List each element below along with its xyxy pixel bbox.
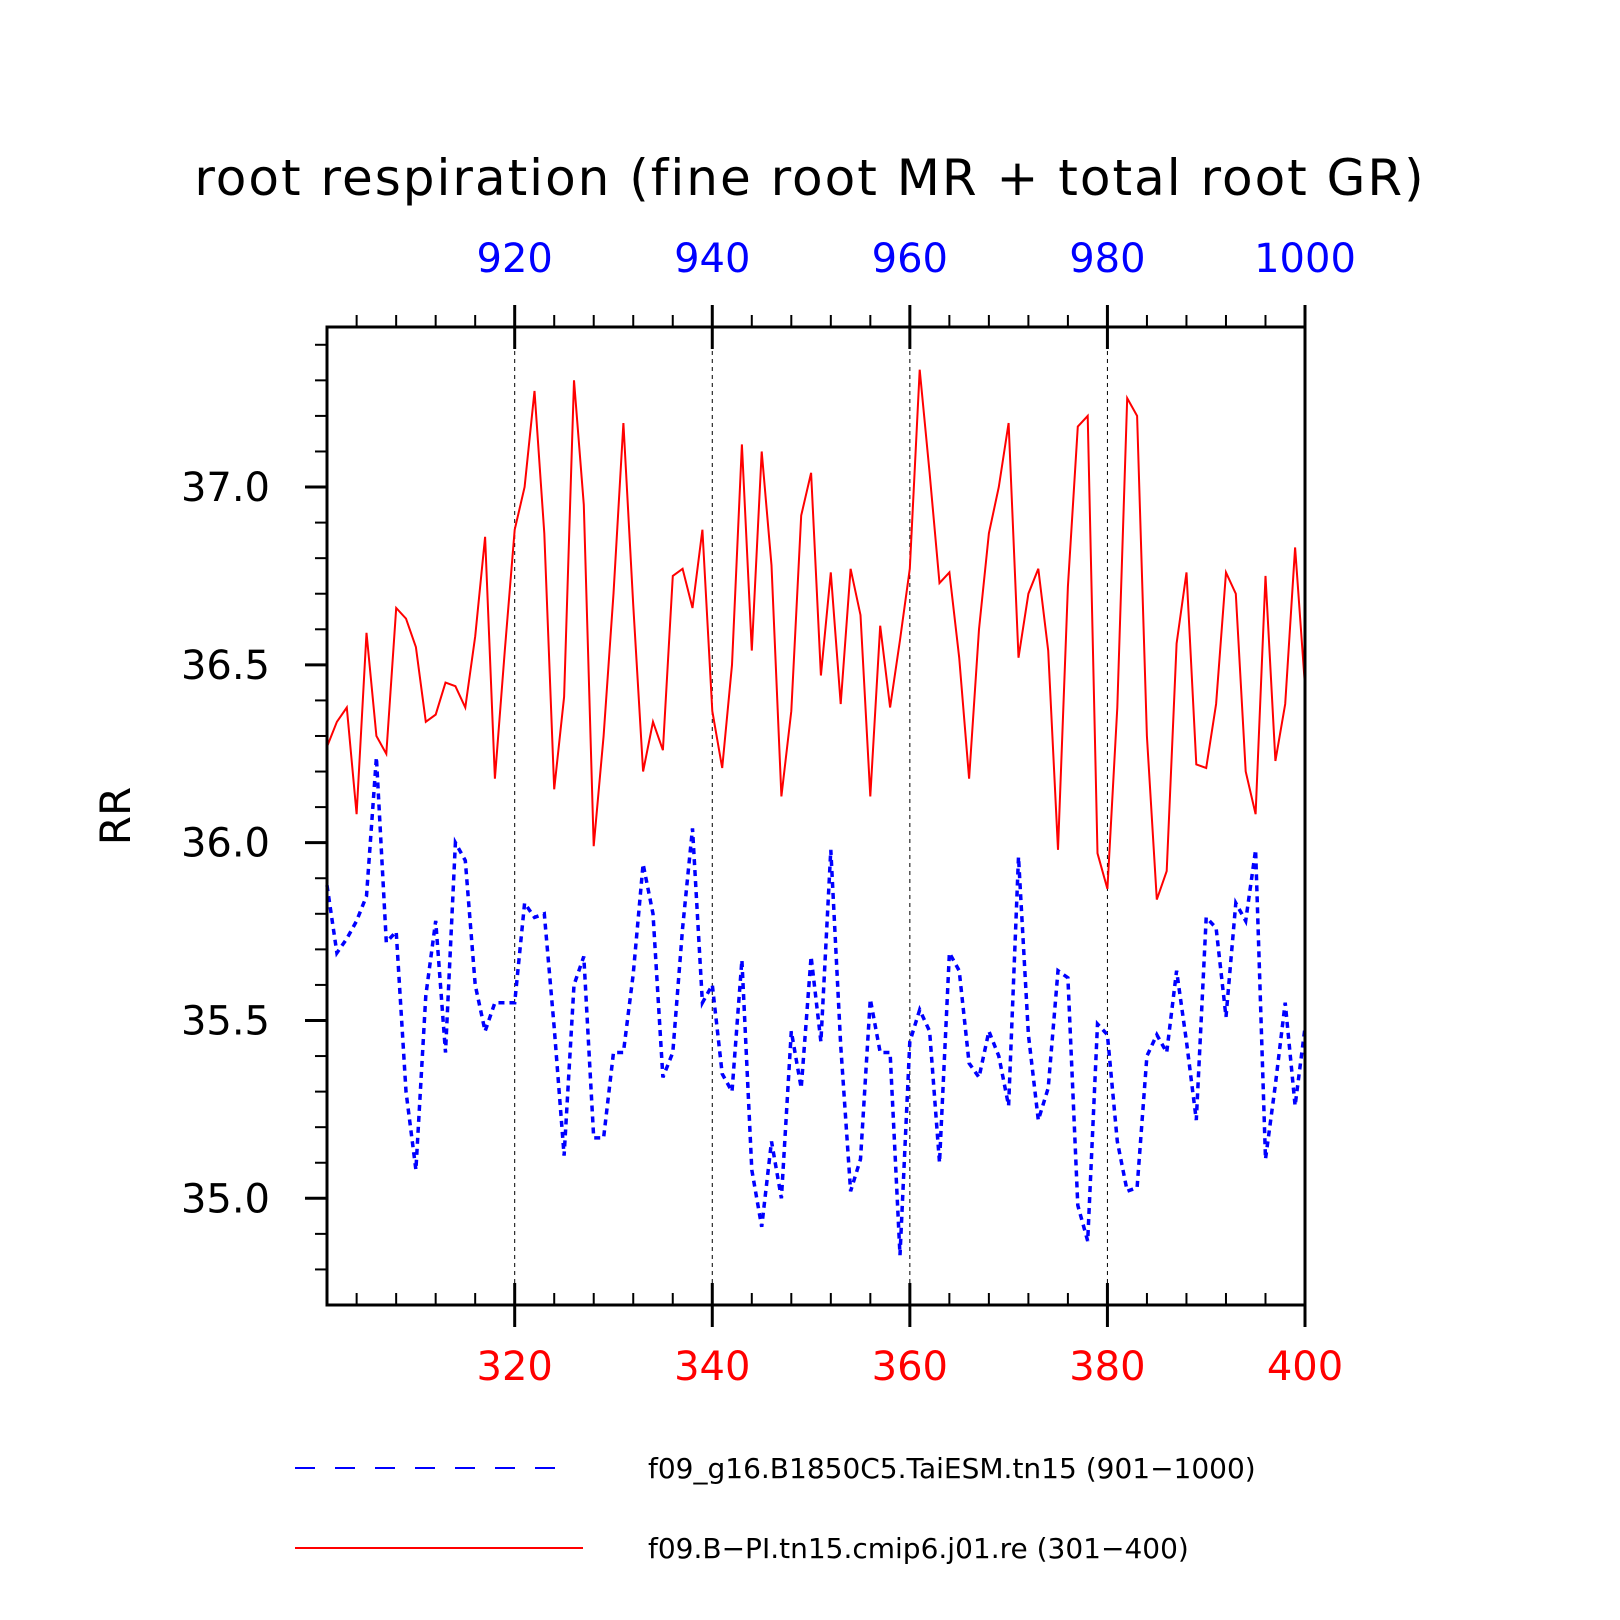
gridlines xyxy=(514,327,1108,1305)
y-tick-label: 36.0 xyxy=(181,821,270,867)
x-top-tick-label: 940 xyxy=(674,236,750,282)
series-line-blue xyxy=(325,757,1307,1256)
y-tick-label: 35.0 xyxy=(181,1176,270,1222)
y-tick-label: 35.5 xyxy=(181,998,270,1044)
x-top-tick-label: 920 xyxy=(477,236,553,282)
y-tick-label: 37.0 xyxy=(181,465,270,511)
y-tick-label: 36.5 xyxy=(181,643,270,689)
x-bottom-tick-label: 320 xyxy=(477,1344,553,1390)
series-line-red xyxy=(326,369,1306,900)
legend-label-red: f09.B−PI.tn15.cmip6.j01.re (301−400) xyxy=(648,1532,1189,1565)
x-bottom-tick-label: 340 xyxy=(674,1344,750,1390)
x-bottom-tick-label: 400 xyxy=(1267,1344,1343,1390)
x-top-tick-label: 960 xyxy=(872,236,948,282)
axes: 320 340 360 380 400 920 940 960 980 1000 35.0 35.5 3… xyxy=(181,236,1356,1390)
chart-title: root respiration (fine root MR + total r… xyxy=(194,149,1425,207)
legend: f09_g16.B1850C5.TaiESM.tn15 (901−1000) f… xyxy=(295,1452,1256,1565)
plot-frame xyxy=(325,325,1307,1307)
x-top-tick-label: 1000 xyxy=(1254,236,1356,282)
series-lines xyxy=(325,369,1307,1256)
legend-label-blue: f09_g16.B1850C5.TaiESM.tn15 (901−1000) xyxy=(648,1452,1256,1485)
x-bottom-tick-label: 380 xyxy=(1069,1344,1145,1390)
y-axis-label: RR xyxy=(91,787,140,845)
x-top-tick-label: 980 xyxy=(1069,236,1145,282)
x-bottom-tick-label: 360 xyxy=(872,1344,948,1390)
